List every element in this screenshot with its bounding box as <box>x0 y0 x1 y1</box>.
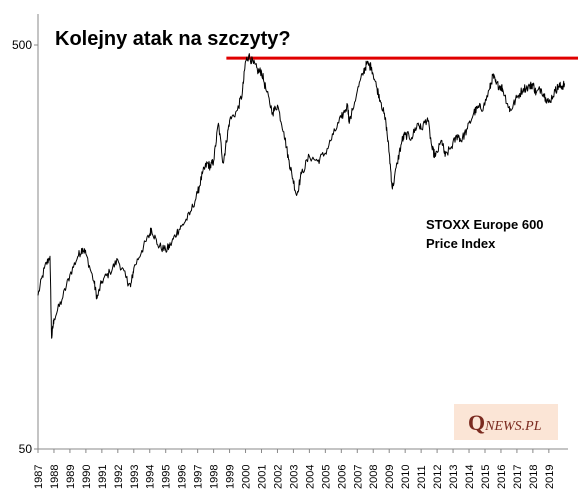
x-tick-label: 2015 <box>480 465 492 489</box>
x-tick-label: 2005 <box>320 465 332 489</box>
x-tick-label: 2011 <box>416 465 428 489</box>
x-tick-label: 2014 <box>464 465 476 489</box>
x-tick-label: 2007 <box>352 465 364 489</box>
annotation: STOXX Europe 600 Price Index <box>426 217 544 251</box>
x-tick-label: 1992 <box>113 465 125 489</box>
logo-text: QNEWS.PL <box>468 410 542 435</box>
logo: QNEWS.PL <box>454 404 558 440</box>
x-tick-label: 2010 <box>400 465 412 489</box>
series-line-stoxx600 <box>37 53 566 339</box>
x-tick-label: 1987 <box>33 465 45 489</box>
x-tick-label: 2018 <box>528 465 540 489</box>
x-tick-label: 2003 <box>288 465 300 489</box>
logo-q: Q <box>468 410 485 435</box>
x-tick-label: 2019 <box>544 465 556 489</box>
x-tick-label: 1996 <box>177 465 189 489</box>
x-tick-label: 2001 <box>256 465 268 489</box>
x-tick-label: 2016 <box>496 465 508 489</box>
x-tick-label: 1995 <box>161 465 173 489</box>
x-tick-label: 1989 <box>65 465 77 489</box>
x-tick-label: 2009 <box>384 465 396 489</box>
x-tick-label: 1999 <box>225 465 237 489</box>
annotation-line-1: STOXX Europe 600 <box>426 217 544 232</box>
axes <box>37 14 568 450</box>
logo-rest: NEWS.PL <box>484 419 542 434</box>
logo-background <box>454 404 558 440</box>
x-tick-label: 2002 <box>272 465 284 489</box>
x-tick-label: 1990 <box>81 465 93 489</box>
annotation-line-2: Price Index <box>426 236 496 251</box>
x-tick-label: 1998 <box>209 465 221 489</box>
x-tick-label: 2004 <box>304 465 316 489</box>
x-tick-label: 1997 <box>193 465 205 489</box>
x-tick-label: 1993 <box>129 465 141 489</box>
y-tick-label: 50 <box>19 442 33 456</box>
x-tick-label: 2006 <box>336 465 348 489</box>
chart-title: Kolejny atak na szczyty? <box>55 28 291 50</box>
x-tick-group: 1987 1988 1989 1990 1991 1992 1993 1994 1995 1996… <box>33 449 556 489</box>
x-tick-label: 1988 <box>49 465 61 489</box>
x-tick-label: 1991 <box>97 465 109 489</box>
x-tick-label: 1994 <box>145 465 157 489</box>
x-tick-label: 2012 <box>432 465 444 489</box>
x-tick-label: 2017 <box>512 465 524 489</box>
y-tick-label: 500 <box>12 38 32 52</box>
y-tick-group: 500 50 <box>12 38 38 456</box>
x-tick-label: 2008 <box>368 465 380 489</box>
x-tick-label: 2000 <box>241 465 253 489</box>
x-tick-label: 2013 <box>448 465 460 489</box>
